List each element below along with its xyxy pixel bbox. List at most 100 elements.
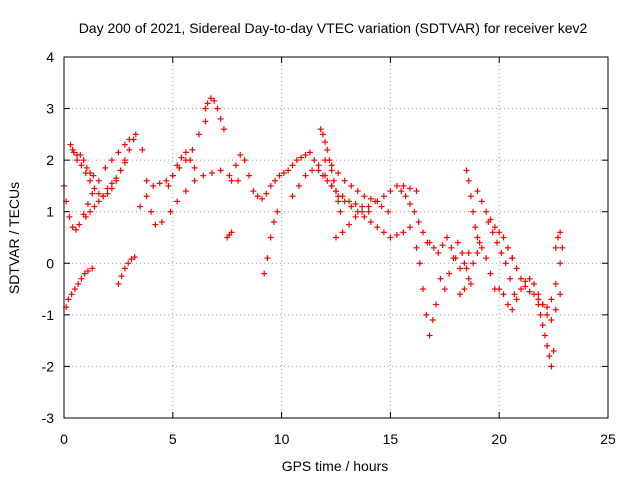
y-axis-label: SDTVAR / TECUs	[6, 182, 22, 294]
data-point	[169, 172, 176, 179]
data-point	[361, 213, 368, 220]
data-point	[365, 208, 372, 215]
data-point	[535, 296, 542, 303]
data-point	[276, 172, 283, 179]
data-point	[459, 249, 466, 256]
data-point	[348, 203, 355, 210]
data-point	[189, 146, 196, 153]
data-point	[517, 286, 524, 293]
data-point	[557, 229, 564, 236]
data-point	[531, 280, 538, 287]
data-point	[522, 278, 529, 285]
data-point	[235, 177, 242, 184]
data-point	[322, 157, 329, 164]
data-point	[69, 224, 76, 231]
y-tick-label: -3	[42, 410, 55, 426]
data-point	[513, 296, 520, 303]
data-point	[429, 317, 436, 324]
data-point	[95, 190, 102, 197]
data-point	[380, 229, 387, 236]
data-point	[483, 255, 490, 262]
data-point	[113, 175, 120, 182]
data-point	[324, 177, 331, 184]
data-point	[143, 177, 150, 184]
data-point	[498, 249, 505, 256]
data-point	[182, 188, 189, 195]
data-point	[130, 136, 137, 143]
data-point	[406, 224, 413, 231]
data-point	[367, 195, 374, 202]
data-point	[557, 291, 564, 298]
data-point	[337, 208, 344, 215]
data-point	[76, 221, 83, 228]
data-point	[548, 296, 555, 303]
data-point	[415, 219, 422, 226]
data-point	[420, 286, 427, 293]
data-point	[333, 234, 339, 241]
data-point	[319, 131, 326, 138]
data-point	[195, 131, 202, 138]
data-point	[306, 149, 313, 156]
data-point	[263, 190, 270, 197]
data-point	[296, 182, 303, 189]
data-point	[174, 198, 181, 205]
data-point	[89, 265, 96, 272]
data-point	[108, 180, 115, 187]
data-point	[450, 255, 457, 262]
data-point	[496, 286, 503, 293]
y-tick-label: -2	[42, 358, 55, 374]
data-point	[546, 353, 553, 360]
data-point	[341, 198, 348, 205]
data-point	[531, 291, 538, 298]
x-tick-label: 25	[600, 431, 616, 447]
data-point	[267, 234, 274, 241]
data-point	[502, 260, 509, 267]
data-point	[380, 193, 387, 200]
x-axis-label: GPS time / hours	[282, 458, 389, 474]
data-point	[214, 105, 221, 112]
data-point	[90, 172, 97, 179]
data-point	[91, 203, 98, 210]
data-point	[87, 208, 94, 215]
data-point	[167, 208, 174, 215]
data-point	[467, 280, 474, 287]
data-point	[354, 188, 361, 195]
data-point	[367, 219, 374, 226]
data-point	[272, 177, 279, 184]
data-point	[430, 244, 437, 251]
data-point	[341, 177, 348, 184]
data-point	[91, 185, 98, 192]
data-point	[400, 182, 407, 189]
data-point	[118, 273, 125, 280]
data-point	[483, 208, 490, 215]
data-point	[526, 288, 533, 295]
data-point	[335, 170, 342, 177]
data-point	[435, 249, 442, 256]
data-point	[487, 270, 494, 277]
data-point	[78, 275, 85, 282]
data-point	[89, 190, 96, 197]
data-point	[359, 203, 366, 210]
data-point	[289, 193, 296, 200]
data-point	[457, 291, 464, 298]
data-point	[254, 193, 261, 200]
data-point	[115, 149, 122, 156]
x-tick-label: 5	[169, 431, 177, 447]
data-point	[387, 188, 394, 195]
data-point	[200, 172, 207, 179]
data-point	[443, 234, 450, 241]
data-point	[454, 239, 461, 246]
data-point	[67, 141, 74, 148]
data-point	[207, 95, 214, 102]
data-point	[143, 193, 150, 200]
data-point	[539, 322, 546, 329]
x-tick-label: 15	[383, 431, 399, 447]
data-point	[74, 151, 81, 158]
data-point	[95, 177, 102, 184]
data-point	[511, 291, 518, 298]
data-point	[191, 177, 198, 184]
data-point	[448, 244, 455, 251]
data-point	[128, 256, 135, 263]
data-point	[80, 157, 87, 164]
